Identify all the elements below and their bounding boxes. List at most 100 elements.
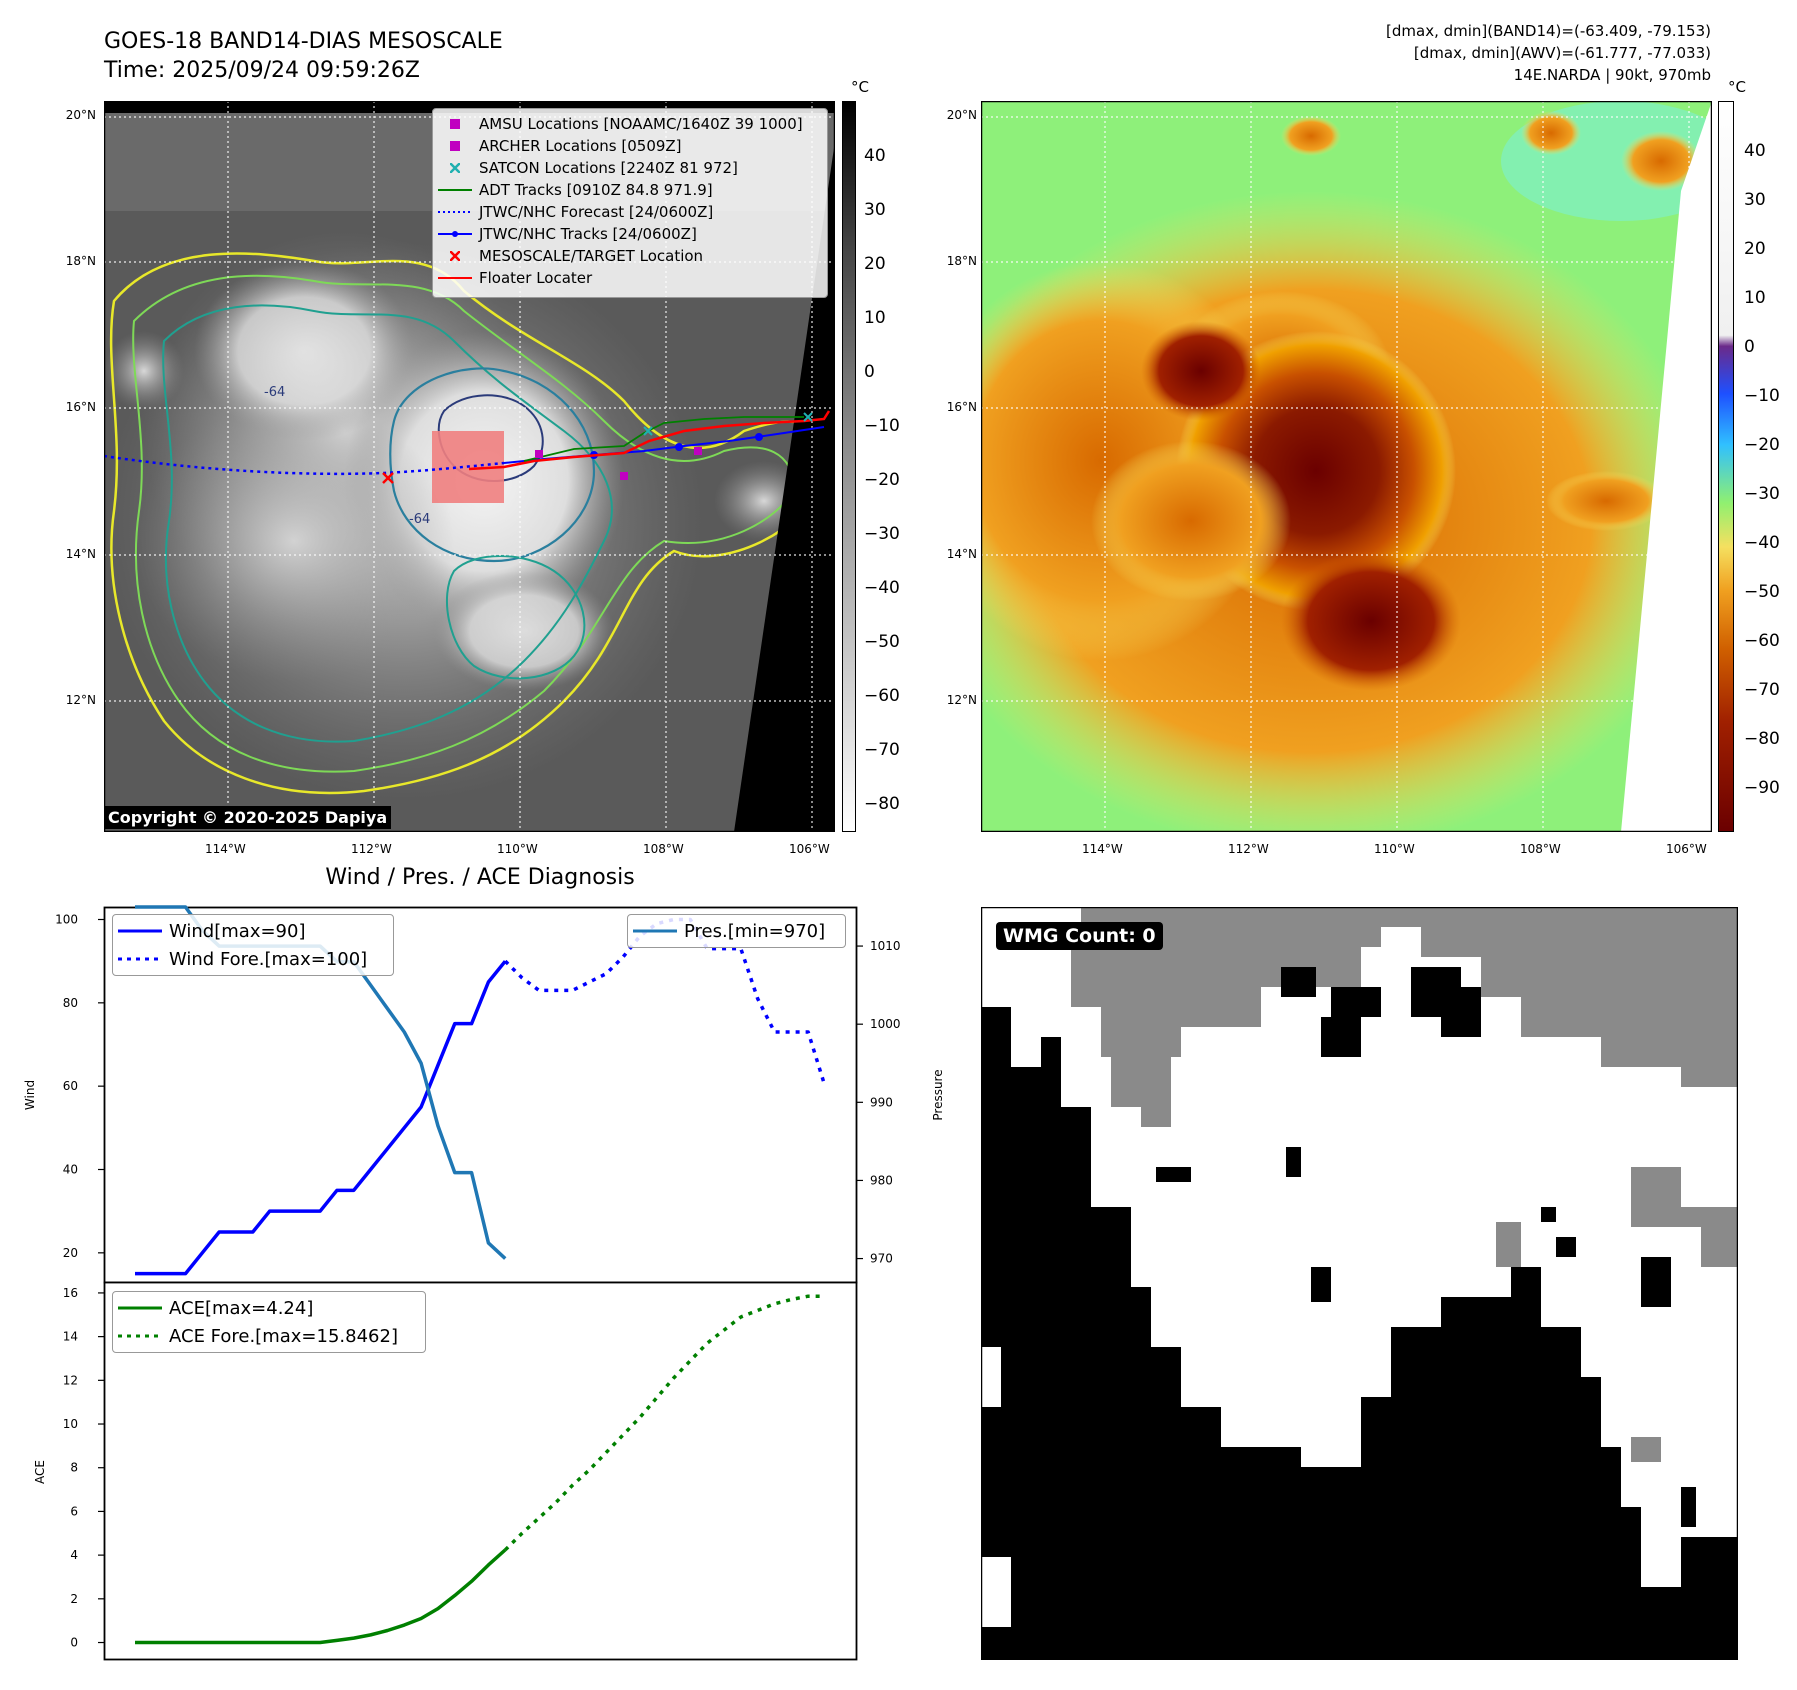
tl-title-line1: GOES-18 BAND14-DIAS MESOSCALE: [104, 29, 503, 54]
tl-gridlines: [104, 101, 835, 832]
tr-lat-label: 16°N: [946, 400, 977, 414]
legend-item-target: MESOSCALE/TARGET Location: [437, 245, 827, 267]
legend-line-dot-blue-icon: [437, 230, 473, 238]
wind-y-ticks: 20 40 60 80 100: [55, 913, 104, 1260]
tl-lon-label: 108°W: [643, 842, 684, 856]
tr-cb-tick: 20: [1744, 239, 1766, 259]
tr-info-line2: [dmax, dmin](AWV)=(-61.777, -77.033): [1413, 44, 1711, 62]
y2-tick-label: 990: [870, 1095, 893, 1109]
legend-square-magenta-icon: [437, 141, 473, 151]
tr-cb-tick: 10: [1744, 288, 1766, 308]
tr-colorbar: [1718, 101, 1734, 832]
legend-item-jtwc-tracks: JTWC/NHC Tracks [24/0600Z]: [437, 223, 827, 245]
tl-cb-tick: −30: [864, 524, 900, 544]
tl-lat-label: 16°N: [65, 400, 96, 414]
legend-item-floater: Floater Locater: [437, 267, 827, 289]
tl-lat-label: 12°N: [65, 693, 96, 707]
y-tick-label: 2: [70, 1592, 78, 1606]
legend-item-satcon: SATCON Locations [2240Z 81 972]: [437, 157, 827, 179]
tr-lon-label: 106°W: [1666, 842, 1707, 856]
tl-legend: AMSU Locations [NOAAMC/1640Z 39 1000] AR…: [432, 108, 828, 298]
tl-lat-label: 18°N: [65, 254, 96, 268]
tr-cb-tick: 0: [1744, 337, 1755, 357]
tl-lon-label: 106°W: [789, 842, 830, 856]
y-tick-label: 16: [63, 1286, 78, 1300]
tr-lat-label: 18°N: [946, 254, 977, 268]
tl-jtwc-points: [590, 433, 763, 459]
legend-line-steelblue-icon: [632, 929, 678, 933]
legend-item-ace: ACE[max=4.24]: [117, 1294, 425, 1322]
tl-cb-tick: −60: [864, 686, 900, 706]
wmg-count-label: WMG Count: 0: [996, 922, 1163, 950]
y2-tick-label: 970: [870, 1252, 893, 1266]
y-tick-label: 60: [63, 1079, 78, 1093]
tl-floater-track: [468, 410, 831, 471]
tr-cb-tick: −10: [1744, 386, 1780, 406]
legend-x-red-icon: [437, 251, 473, 261]
tr-lon-label: 110°W: [1374, 842, 1415, 856]
tl-cb-tick: −70: [864, 740, 900, 760]
legend-item-amsu: AMSU Locations [NOAAMC/1640Z 39 1000]: [437, 113, 827, 135]
tr-lat-label: 20°N: [946, 108, 977, 122]
tl-amsu-markers: [535, 447, 702, 480]
y2-tick-label: 980: [870, 1173, 893, 1187]
wind-forecast-line: [504, 917, 827, 1087]
tl-cb-tick: 30: [864, 200, 886, 220]
wmg-grid: [981, 907, 1738, 1660]
tr-lon-label: 114°W: [1082, 842, 1123, 856]
tl-title-line2: Time: 2025/09/24 09:59:26Z: [104, 58, 420, 83]
ace-line: [135, 1548, 507, 1645]
tl-lon-label: 110°W: [497, 842, 538, 856]
ace-y-ticks: 0 2 4 6 8 10 12 14 16: [63, 1286, 104, 1650]
y-tick-label: 6: [70, 1504, 78, 1518]
tr-cb-tick: −50: [1744, 582, 1780, 602]
tr-info-line1: [dmax, dmin](BAND14)=(-63.409, -79.153): [1386, 22, 1711, 40]
diagnosis-chart: 20 40 60 80 100 970 980 990 1000 1010 0 2 4 6 8 10 12 1…: [23, 905, 945, 1661]
legend-line-green-icon: [437, 188, 473, 192]
tl-cb-tick: −40: [864, 578, 900, 598]
legend-dotted-blue-icon: [117, 957, 163, 961]
ace-forecast-line: [504, 1294, 825, 1552]
tl-contour-teal: [162, 304, 613, 743]
ace-axis-label: ACE: [33, 1460, 47, 1484]
tr-cb-tick: −60: [1744, 631, 1780, 651]
tr-lon-label: 112°W: [1228, 842, 1269, 856]
tr-awv-map: [981, 101, 1712, 832]
tr-cb-tick: −80: [1744, 729, 1780, 749]
tr-lat-label: 14°N: [946, 547, 977, 561]
legend-item-archer: ARCHER Locations [0509Z]: [437, 135, 827, 157]
y-tick-label: 20: [63, 1246, 78, 1260]
tl-adt-track: [523, 416, 804, 462]
tl-satcon-markers: [643, 412, 813, 436]
legend-dotted-green-icon: [117, 1334, 163, 1338]
ace-legend: ACE[max=4.24] ACE Fore.[max=15.8462]: [112, 1291, 426, 1353]
tl-lat-label: 14°N: [65, 547, 96, 561]
legend-item-wind: Wind[max=90]: [117, 917, 393, 945]
tl-contour-eyewall: [389, 367, 596, 563]
legend-item-wind-fore: Wind Fore.[max=100]: [117, 945, 393, 973]
tl-cb-tick: 40: [864, 146, 886, 166]
tr-cb-tick: −40: [1744, 533, 1780, 553]
tl-cb-tick: −80: [864, 794, 900, 814]
tr-colorbar-unit: °C: [1728, 78, 1746, 96]
legend-line-green-icon: [117, 1306, 163, 1310]
tl-lon-label: 112°W: [351, 842, 392, 856]
tl-cb-tick: −10: [864, 416, 900, 436]
tr-cb-tick: −70: [1744, 680, 1780, 700]
tl-colorbar-unit: °C: [851, 78, 869, 96]
legend-square-magenta-icon: [437, 119, 473, 129]
y2-tick-label: 1010: [870, 939, 901, 953]
copyright-label: Copyright © 2020-2025 Dapiya: [104, 806, 392, 829]
legend-item-ace-fore: ACE Fore.[max=15.8462]: [117, 1322, 425, 1350]
legend-line-blue-icon: [117, 929, 163, 933]
y-tick-label: 10: [63, 1417, 78, 1431]
legend-dotted-blue-icon: [437, 210, 473, 214]
legend-item-adt: ADT Tracks [0910Z 84.8 971.9]: [437, 179, 827, 201]
tl-cb-tick: 10: [864, 308, 886, 328]
tl-cb-tick: −20: [864, 470, 900, 490]
y-tick-label: 4: [70, 1548, 78, 1562]
y-tick-label: 100: [55, 913, 78, 927]
y-tick-label: 80: [63, 996, 78, 1010]
y2-tick-label: 1000: [870, 1017, 901, 1031]
wind-line: [135, 960, 507, 1276]
